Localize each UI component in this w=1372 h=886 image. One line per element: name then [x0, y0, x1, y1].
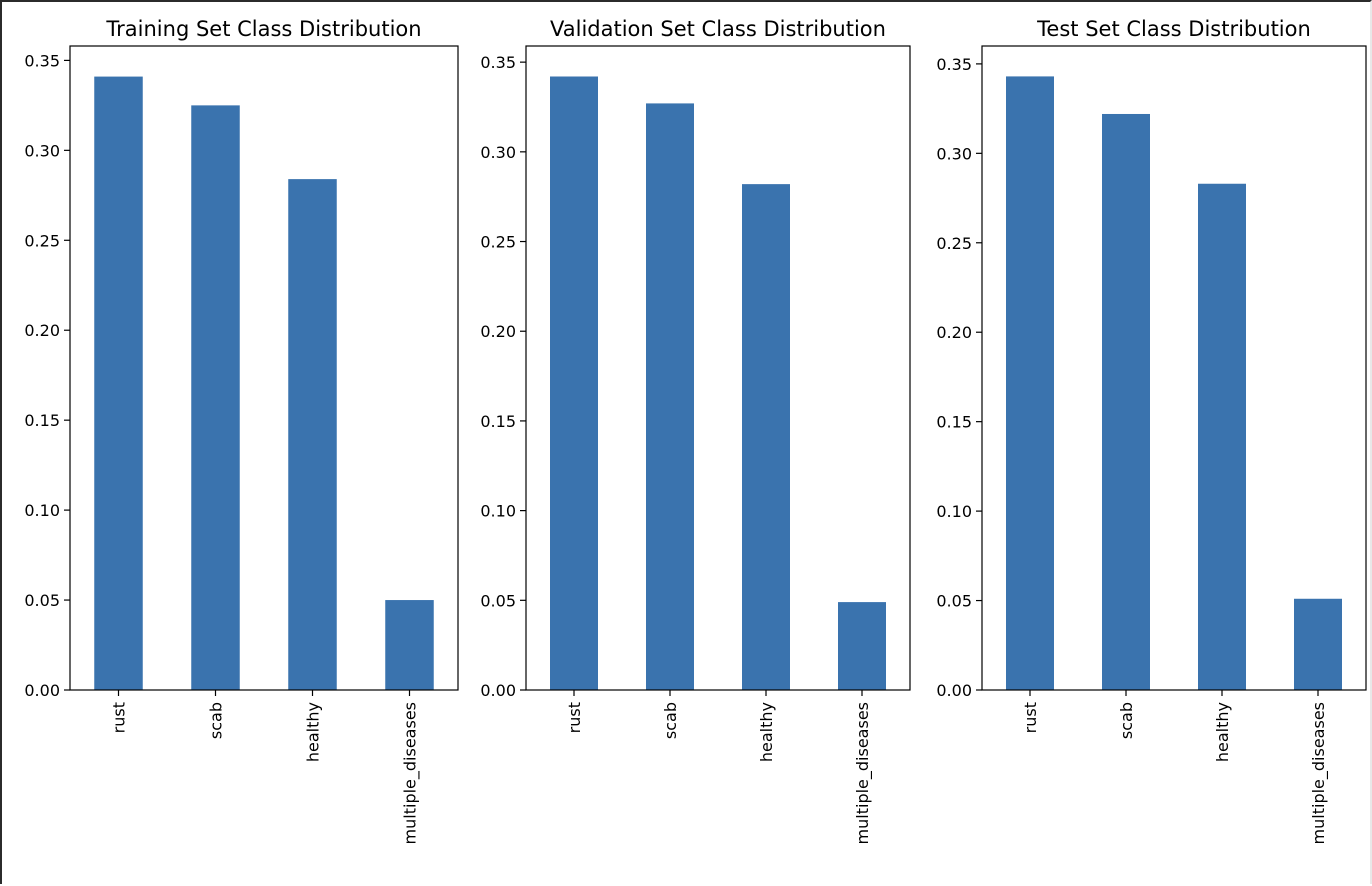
validation-panel: Validation Set Class Distribution 0.00 0.0… — [480, 17, 911, 844]
validation-ytick-label: 0.05 — [480, 591, 516, 610]
test-bar-scab — [1102, 113, 1150, 690]
training-bar-rust — [94, 76, 143, 691]
test-bar-healthy — [1198, 183, 1246, 690]
validation-xtick-label-healthy: healthy — [757, 702, 776, 762]
validation-ytick-label: 0.00 — [480, 681, 516, 700]
test-panel: Test Set Class Distribution 0.00 0.05 0.10 0… — [936, 17, 1367, 844]
test-ytick-label: 0.10 — [936, 502, 972, 521]
validation-ytick-label: 0.15 — [480, 412, 516, 431]
validation-ytick-label: 0.30 — [480, 143, 516, 162]
training-ytick-label: 0.05 — [24, 591, 60, 610]
test-chart-title: Test Set Class Distribution — [1036, 17, 1311, 41]
validation-xtick-label-multiple_diseases: multiple_diseases — [853, 702, 873, 844]
training-xtick-label-healthy: healthy — [304, 702, 323, 762]
validation-chart-title: Validation Set Class Distribution — [550, 17, 886, 41]
test-ytick-label: 0.25 — [936, 234, 972, 253]
test-ytick-label: 0.35 — [936, 55, 972, 74]
test-ytick-label: 0.05 — [936, 592, 972, 611]
test-bar-multiple_diseases — [1294, 598, 1342, 690]
training-xtick-label-rust: rust — [110, 702, 129, 733]
training-xtick-label-multiple_diseases: multiple_diseases — [401, 702, 421, 844]
training-ytick-label: 0.15 — [24, 411, 60, 430]
training-ytick-label: 0.10 — [24, 501, 60, 520]
test-ytick-label: 0.30 — [936, 144, 972, 163]
validation-axes-frame — [525, 45, 911, 691]
test-xtick-label-scab: scab — [1117, 702, 1136, 739]
training-chart-title: Training Set Class Distribution — [105, 17, 421, 41]
training-xtick-label-scab: scab — [207, 702, 226, 739]
validation-bar-healthy — [742, 184, 790, 691]
training-ytick-label: 0.00 — [24, 681, 60, 700]
validation-xtick-label-scab: scab — [661, 702, 680, 739]
validation-bar-rust — [550, 76, 598, 690]
validation-xtick-label-rust: rust — [565, 702, 584, 733]
test-bar-rust — [1006, 76, 1054, 690]
test-axes-frame — [981, 45, 1367, 691]
test-ytick-label: 0.20 — [936, 323, 972, 342]
test-ytick-label: 0.15 — [936, 413, 972, 432]
test-xtick-label-multiple_diseases: multiple_diseases — [1309, 702, 1329, 844]
validation-ytick-label: 0.20 — [480, 322, 516, 341]
training-bar-healthy — [288, 179, 337, 691]
test-xtick-label-healthy: healthy — [1213, 702, 1232, 762]
test-xtick-label-rust: rust — [1021, 702, 1040, 733]
training-bar-scab — [191, 105, 240, 690]
validation-ytick-label: 0.25 — [480, 233, 516, 252]
training-ytick-label: 0.25 — [24, 231, 60, 250]
training-ytick-label: 0.30 — [24, 141, 60, 160]
training-ytick-label: 0.35 — [24, 51, 60, 70]
validation-ytick-label: 0.35 — [480, 53, 516, 72]
validation-bar-scab — [646, 103, 694, 690]
training-axes-frame — [69, 45, 459, 691]
training-ytick-label: 0.20 — [24, 321, 60, 340]
training-panel: Training Set Class Distribution 0.00 0.05 0… — [24, 17, 459, 844]
training-bar-multiple_diseases — [385, 600, 434, 690]
validation-ytick-label: 0.10 — [480, 502, 516, 521]
validation-bar-multiple_diseases — [838, 602, 886, 690]
test-ytick-label: 0.00 — [936, 681, 972, 700]
